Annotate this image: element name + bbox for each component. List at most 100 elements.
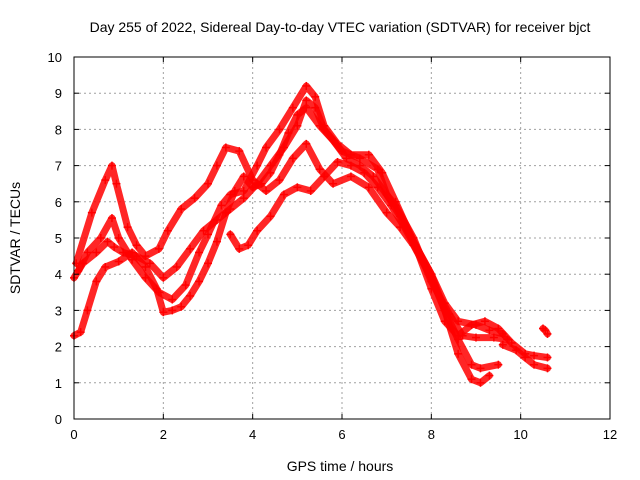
x-tick-label: 8 xyxy=(428,427,435,442)
y-tick-label: 5 xyxy=(55,231,62,246)
data-point-marker xyxy=(378,168,387,177)
data-point-marker xyxy=(204,179,212,188)
data-point-marker xyxy=(279,190,288,199)
data-point-marker xyxy=(400,223,409,232)
data-point-marker xyxy=(195,277,204,286)
y-tick-label: 0 xyxy=(55,412,62,427)
data-point-marker xyxy=(329,179,338,188)
data-point-marker xyxy=(413,248,422,257)
y-tick-label: 9 xyxy=(55,86,62,101)
data-point-marker xyxy=(494,324,503,333)
data-point-marker xyxy=(364,150,373,159)
data-point-marker xyxy=(253,226,262,235)
data-point-marker xyxy=(454,331,463,340)
data-point-marker xyxy=(114,257,123,266)
data-point-marker xyxy=(152,284,161,293)
data-point-marker xyxy=(480,317,489,326)
data-point-marker xyxy=(141,252,150,261)
data-point-marker xyxy=(346,172,355,181)
data-point-marker xyxy=(302,103,311,112)
data-point-marker xyxy=(306,186,315,195)
data-point-marker xyxy=(373,183,382,192)
data-point-marker xyxy=(239,186,248,195)
data-point-marker xyxy=(275,125,284,134)
data-point-marker xyxy=(467,320,476,329)
data-point-marker xyxy=(476,364,485,373)
data-point-marker xyxy=(364,183,373,192)
data-point-marker xyxy=(467,375,476,384)
data-point-marker xyxy=(275,150,284,159)
data-point-marker xyxy=(333,157,342,166)
data-point-marker xyxy=(226,230,235,239)
x-tick-label: 4 xyxy=(249,427,256,442)
data-point-marker xyxy=(530,360,539,369)
data-point-marker xyxy=(230,186,239,195)
x-tick-label: 12 xyxy=(603,427,617,442)
data-point-marker xyxy=(262,186,271,195)
data-point-marker xyxy=(141,262,150,271)
data-point-marker xyxy=(244,241,253,250)
data-point-marker xyxy=(168,295,177,304)
data-point-marker xyxy=(512,346,521,355)
data-point-marker xyxy=(217,201,226,210)
data-point-marker xyxy=(275,176,284,185)
data-point-marker xyxy=(114,234,123,242)
data-point-marker xyxy=(145,259,154,268)
data-point-marker xyxy=(382,208,391,217)
data-point-marker xyxy=(110,243,119,252)
x-tick-label: 6 xyxy=(338,427,345,442)
data-point-marker xyxy=(204,230,212,239)
data-point-marker xyxy=(235,147,244,156)
data-point-marker xyxy=(168,306,177,315)
data-point-marker xyxy=(472,333,480,342)
data-point-marker xyxy=(360,168,369,177)
data-point-marker xyxy=(76,328,85,337)
data-point-marker xyxy=(172,262,181,271)
data-point-marker xyxy=(74,266,83,275)
y-tick-label: 4 xyxy=(55,267,62,282)
data-point-marker xyxy=(163,226,172,235)
data-point-marker xyxy=(103,237,112,246)
data-point-marker xyxy=(221,143,230,152)
data-point-marker xyxy=(543,364,552,373)
x-axis-label: GPS time / hours xyxy=(287,458,394,474)
data-point-marker xyxy=(235,244,244,253)
data-point-marker xyxy=(440,299,449,308)
data-point-marker xyxy=(128,248,137,257)
data-point-marker xyxy=(239,194,248,203)
y-tick-label: 3 xyxy=(55,303,62,318)
data-point-marker xyxy=(123,223,132,232)
y-tick-label: 6 xyxy=(55,195,62,210)
chart-title: Day 255 of 2022, Sidereal Day-to-day VTE… xyxy=(90,19,591,35)
data-point-marker xyxy=(101,176,110,185)
data-point-marker xyxy=(186,244,195,253)
data-point-marker xyxy=(83,306,92,315)
data-point-marker xyxy=(266,168,275,177)
x-tick-label: 0 xyxy=(70,427,77,442)
data-point-marker xyxy=(315,165,324,174)
data-point-marker xyxy=(288,154,297,163)
data-point-marker xyxy=(190,194,199,203)
data-point-marker xyxy=(177,205,186,214)
data-point-marker xyxy=(440,317,449,326)
y-axis-label: SDTVAR / TECUs xyxy=(7,182,23,294)
data-point-marker xyxy=(288,103,297,112)
data-point-marker xyxy=(530,351,539,360)
data-point-marker xyxy=(454,349,463,358)
series-trace xyxy=(226,158,551,361)
data-point-marker xyxy=(320,172,329,181)
data-point-marker xyxy=(476,378,485,387)
y-tick-label: 1 xyxy=(55,376,62,391)
data-point-marker xyxy=(253,161,262,170)
data-point-marker xyxy=(498,340,507,349)
data-point-marker xyxy=(543,329,552,338)
data-point-marker xyxy=(132,241,141,250)
data-point-marker xyxy=(154,244,163,253)
data-point-marker xyxy=(346,161,355,170)
data-point-marker xyxy=(543,353,552,362)
data-point-marker xyxy=(387,201,396,210)
data-point-marker xyxy=(302,139,311,148)
y-tick-label: 7 xyxy=(55,159,62,174)
